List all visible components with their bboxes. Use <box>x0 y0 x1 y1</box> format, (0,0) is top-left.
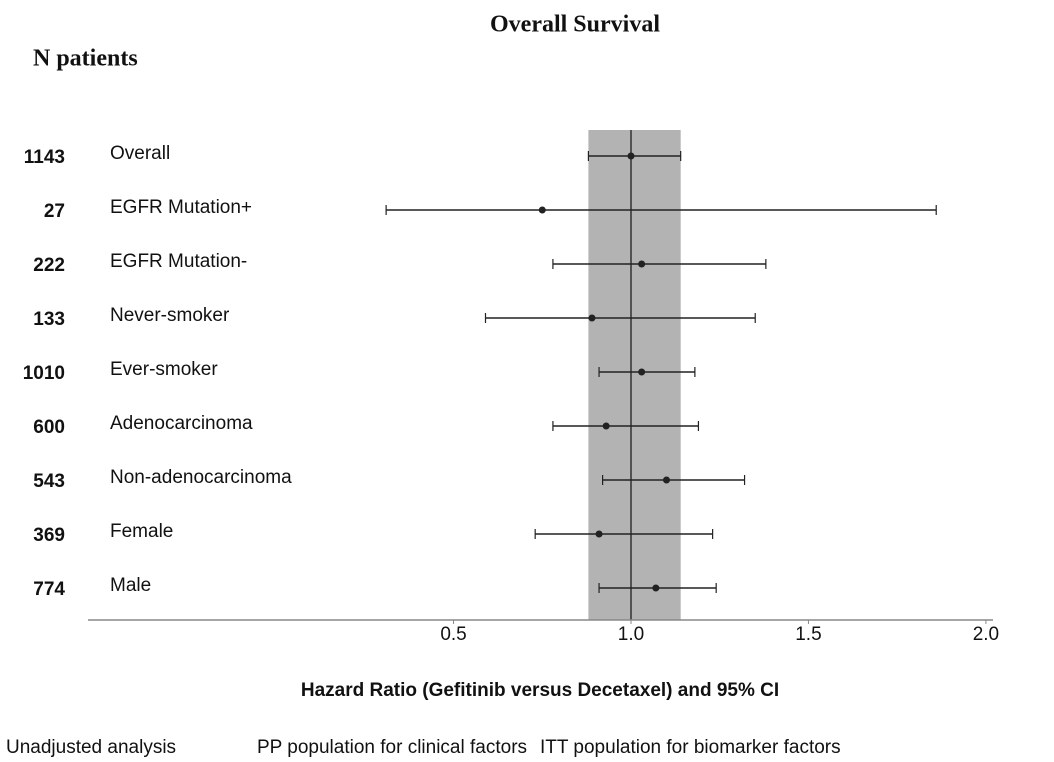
n-patients: 774 <box>33 579 65 600</box>
estimate <box>538 206 546 214</box>
n-patients: 1010 <box>23 363 65 384</box>
x-axis-label: Hazard Ratio (Gefitinib versus Decetaxel… <box>301 680 779 701</box>
reference-band <box>588 130 681 620</box>
legend-entry: PP population for clinical factors <box>257 737 527 758</box>
x-tick-label: 2.0 <box>973 624 999 645</box>
row-label: Adenocarcinoma <box>110 413 253 434</box>
estimate <box>588 314 596 322</box>
estimate <box>627 152 635 160</box>
chart-title: Overall Survival <box>490 12 660 38</box>
x-tick-label: 0.5 <box>440 624 466 645</box>
n-patients: 369 <box>33 525 65 546</box>
estimate <box>662 476 670 484</box>
n-patients: 133 <box>33 309 65 330</box>
row-label: Ever-smoker <box>110 359 218 380</box>
row-label: EGFR Mutation- <box>110 251 247 272</box>
n-patients: 27 <box>44 201 65 222</box>
legend-entry: Unadjusted analysis <box>6 737 176 758</box>
x-tick-label: 1.5 <box>795 624 821 645</box>
estimate <box>638 260 646 268</box>
row-label: Overall <box>110 143 170 164</box>
row-label: Female <box>110 521 173 542</box>
n-patients: 543 <box>33 471 65 492</box>
row-label: EGFR Mutation+ <box>110 197 252 218</box>
n-header: N patients <box>33 46 138 72</box>
estimate <box>638 368 646 376</box>
row-label: Never-smoker <box>110 305 230 326</box>
x-tick-label: 1.0 <box>618 624 644 645</box>
legend-entry: ITT population for biomarker factors <box>540 737 841 758</box>
n-patients: 222 <box>33 255 65 276</box>
estimate <box>652 584 660 592</box>
n-patients: 1143 <box>24 147 65 168</box>
estimate <box>602 422 610 430</box>
row-label: Non-adenocarcinoma <box>110 467 292 488</box>
n-patients: 600 <box>33 417 65 438</box>
row-label: Male <box>110 575 151 596</box>
estimate <box>595 530 603 538</box>
